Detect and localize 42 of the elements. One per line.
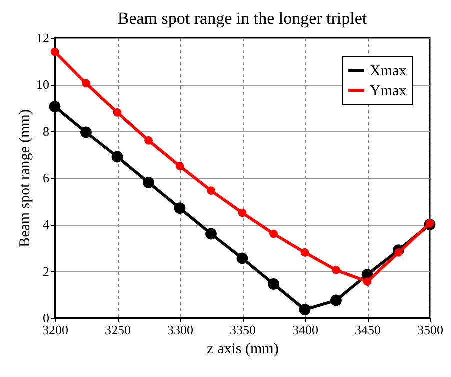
point: [82, 79, 90, 88]
point: [268, 278, 280, 290]
point: [144, 136, 153, 145]
y-tick-label: 4: [43, 217, 50, 232]
x-tick-label: 3250: [105, 322, 131, 338]
point: [332, 266, 340, 274]
point: [394, 248, 403, 257]
point: [300, 248, 310, 257]
x-tick-label: 3450: [355, 322, 381, 338]
point: [174, 202, 186, 214]
point: [363, 278, 372, 286]
point: [50, 48, 60, 56]
chart-title: Beam spot range in the longer triplet: [118, 9, 368, 28]
y-tick-label: 2: [43, 264, 50, 279]
x-tick-label: 3350: [230, 322, 256, 338]
y-tick-label: 8: [43, 124, 50, 139]
x-tick-label: 3300: [168, 322, 194, 338]
x-axis-title: z axis (mm): [207, 342, 279, 358]
y-axis-title: Beam spot range (mm): [18, 110, 34, 248]
legend-label: Xmax: [370, 64, 408, 80]
point: [236, 252, 248, 264]
point: [176, 162, 184, 171]
point: [270, 230, 278, 238]
point: [143, 176, 154, 188]
x-tick-label: 3400: [292, 322, 318, 338]
y-tick-label: 12: [36, 30, 50, 46]
y-tick-label: 0: [43, 310, 50, 326]
point: [426, 219, 434, 228]
x-tick-label: 3500: [418, 322, 444, 338]
legend-label: Ymax: [370, 84, 408, 100]
point: [80, 126, 92, 138]
y-tick-label: 10: [36, 77, 50, 92]
point: [238, 208, 247, 218]
x-tick-label: 3200: [42, 322, 68, 338]
point: [206, 228, 217, 240]
point: [49, 101, 61, 113]
point: [207, 186, 216, 196]
point: [112, 151, 124, 163]
point: [113, 108, 122, 117]
point: [330, 294, 342, 306]
y-tick-label: 6: [43, 170, 50, 186]
point: [299, 304, 311, 316]
